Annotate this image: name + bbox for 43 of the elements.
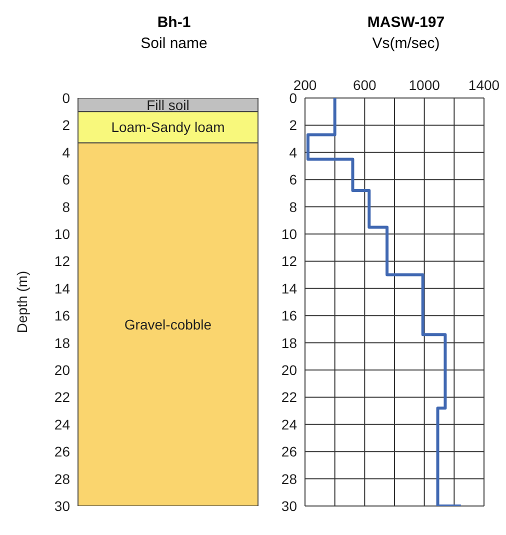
y-tick-label: 16 [54,308,70,324]
y-tick-label: 6 [289,172,298,188]
y-tick-label: 18 [281,334,298,351]
y-tick-label: 16 [281,308,298,324]
y-tick-label: 22 [54,389,70,406]
x-tick-label: 1000 [408,77,440,93]
y-tick-label: 12 [281,253,298,270]
y-tick-label: 12 [54,253,70,270]
x-tick-label: 1400 [468,77,500,93]
y-tick-label: 24 [54,416,70,432]
y-axis-title: Depth (m) [14,270,30,334]
chart-subtitle: Soil name [140,35,208,52]
x-tick-label: 600 [352,77,377,93]
y-tick-label: 2 [289,117,298,134]
y-tick-label: 0 [62,90,70,106]
y-tick-label: 6 [62,172,70,188]
y-tick-label: 26 [281,444,298,460]
y-tick-label: 28 [54,470,70,487]
line-series [306,98,462,506]
y-tick-label: 8 [62,198,70,215]
y-tick-label: 18 [54,334,70,351]
y-tick-label: 22 [281,389,298,406]
y-tick-label: 20 [281,362,298,378]
chart-title: MASW-197 [366,14,446,31]
series-label: Fill soil [146,96,190,113]
y-tick-label: 24 [281,416,298,432]
chart-title: Bh-1 [156,14,192,31]
y-tick-label: 30 [281,498,298,514]
y-tick-label: 26 [54,444,70,460]
y-tick-label: 20 [54,362,70,378]
y-tick-label: 14 [281,280,298,296]
x-axis-title: Vs(m/sec) [371,35,441,52]
y-tick-label: 14 [54,280,70,296]
y-tick-label: 4 [289,144,298,160]
series-label: Loam-Sandy loam [111,119,225,136]
y-tick-label: 8 [289,198,298,215]
y-tick-label: 10 [54,226,70,242]
y-tick-label: 2 [62,117,70,134]
y-tick-label: 4 [62,144,70,160]
series-label: Gravel-cobble [124,316,212,332]
y-tick-label: 10 [281,226,298,242]
y-tick-label: 30 [54,498,70,514]
y-tick-label: 28 [281,470,298,487]
